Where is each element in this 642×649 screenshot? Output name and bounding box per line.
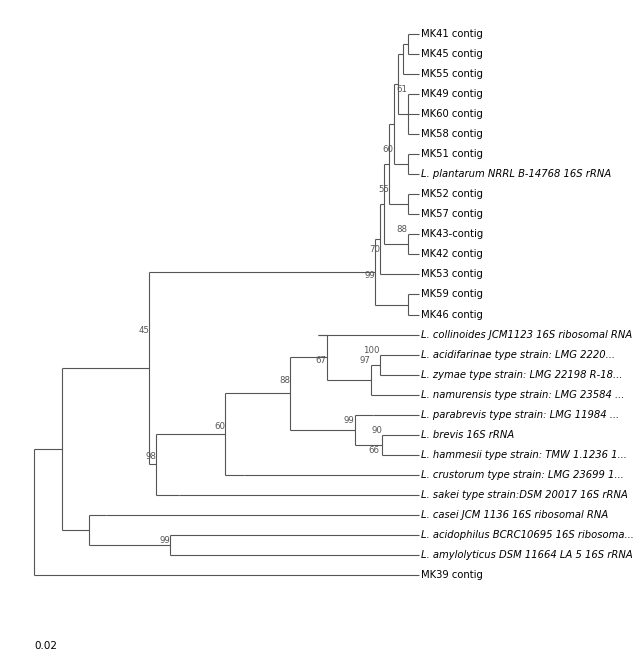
Text: L. amylolyticus DSM 11664 LA 5 16S rRNA: L. amylolyticus DSM 11664 LA 5 16S rRNA bbox=[421, 550, 633, 560]
Text: MK59 contig: MK59 contig bbox=[421, 289, 483, 299]
Text: 99: 99 bbox=[365, 271, 376, 280]
Text: MK51 contig: MK51 contig bbox=[421, 149, 483, 160]
Text: 66: 66 bbox=[369, 446, 380, 455]
Text: 99: 99 bbox=[159, 536, 170, 545]
Text: L. sakei type strain:DSM 20017 16S rRNA: L. sakei type strain:DSM 20017 16S rRNA bbox=[421, 490, 629, 500]
Text: MK41 contig: MK41 contig bbox=[421, 29, 483, 39]
Text: 97: 97 bbox=[360, 356, 370, 365]
Text: 88: 88 bbox=[397, 225, 408, 234]
Text: MK52 contig: MK52 contig bbox=[421, 190, 483, 199]
Text: L. casei JCM 1136 16S ribosomal RNA: L. casei JCM 1136 16S ribosomal RNA bbox=[421, 509, 609, 520]
Text: MK60 contig: MK60 contig bbox=[421, 109, 483, 119]
Text: 60: 60 bbox=[214, 422, 225, 431]
Text: 100: 100 bbox=[363, 345, 380, 354]
Text: 90: 90 bbox=[371, 426, 382, 435]
Text: MK43-contig: MK43-contig bbox=[421, 230, 483, 239]
Text: L. hammesii type strain: TMW 1.1236 1...: L. hammesii type strain: TMW 1.1236 1... bbox=[421, 450, 627, 459]
Text: MK49 contig: MK49 contig bbox=[421, 90, 483, 99]
Text: L. acidifarinae type strain: LMG 2220...: L. acidifarinae type strain: LMG 2220... bbox=[421, 350, 616, 360]
Text: 61: 61 bbox=[397, 85, 408, 94]
Text: 88: 88 bbox=[279, 376, 290, 385]
Text: L. namurensis type strain: LMG 23584 ...: L. namurensis type strain: LMG 23584 ... bbox=[421, 389, 625, 400]
Text: L. parabrevis type strain: LMG 11984 ...: L. parabrevis type strain: LMG 11984 ... bbox=[421, 410, 620, 420]
Text: 98: 98 bbox=[146, 452, 156, 461]
Text: MK46 contig: MK46 contig bbox=[421, 310, 483, 319]
Text: L. crustorum type strain: LMG 23699 1...: L. crustorum type strain: LMG 23699 1... bbox=[421, 470, 624, 480]
Text: 45: 45 bbox=[139, 326, 150, 334]
Text: L. acidophilus BCRC10695 16S ribosoma...: L. acidophilus BCRC10695 16S ribosoma... bbox=[421, 530, 634, 540]
Text: MK39 contig: MK39 contig bbox=[421, 570, 483, 580]
Text: 55: 55 bbox=[378, 186, 389, 195]
Text: MK45 contig: MK45 contig bbox=[421, 49, 483, 59]
Text: 99: 99 bbox=[343, 415, 354, 424]
Text: MK55 contig: MK55 contig bbox=[421, 69, 483, 79]
Text: MK53 contig: MK53 contig bbox=[421, 269, 483, 280]
Text: 67: 67 bbox=[316, 356, 327, 365]
Text: 0.02: 0.02 bbox=[34, 641, 57, 649]
Text: MK57 contig: MK57 contig bbox=[421, 210, 483, 219]
Text: MK42 contig: MK42 contig bbox=[421, 249, 483, 260]
Text: L. plantarum NRRL B-14768 16S rRNA: L. plantarum NRRL B-14768 16S rRNA bbox=[421, 169, 612, 179]
Text: L. zymae type strain: LMG 22198 R-18...: L. zymae type strain: LMG 22198 R-18... bbox=[421, 369, 623, 380]
Text: MK58 contig: MK58 contig bbox=[421, 129, 483, 140]
Text: L. collinoides JCM1123 16S ribosomal RNA: L. collinoides JCM1123 16S ribosomal RNA bbox=[421, 330, 632, 339]
Text: L. brevis 16S rRNA: L. brevis 16S rRNA bbox=[421, 430, 515, 439]
Text: 70: 70 bbox=[369, 245, 380, 254]
Text: 60: 60 bbox=[383, 145, 394, 154]
